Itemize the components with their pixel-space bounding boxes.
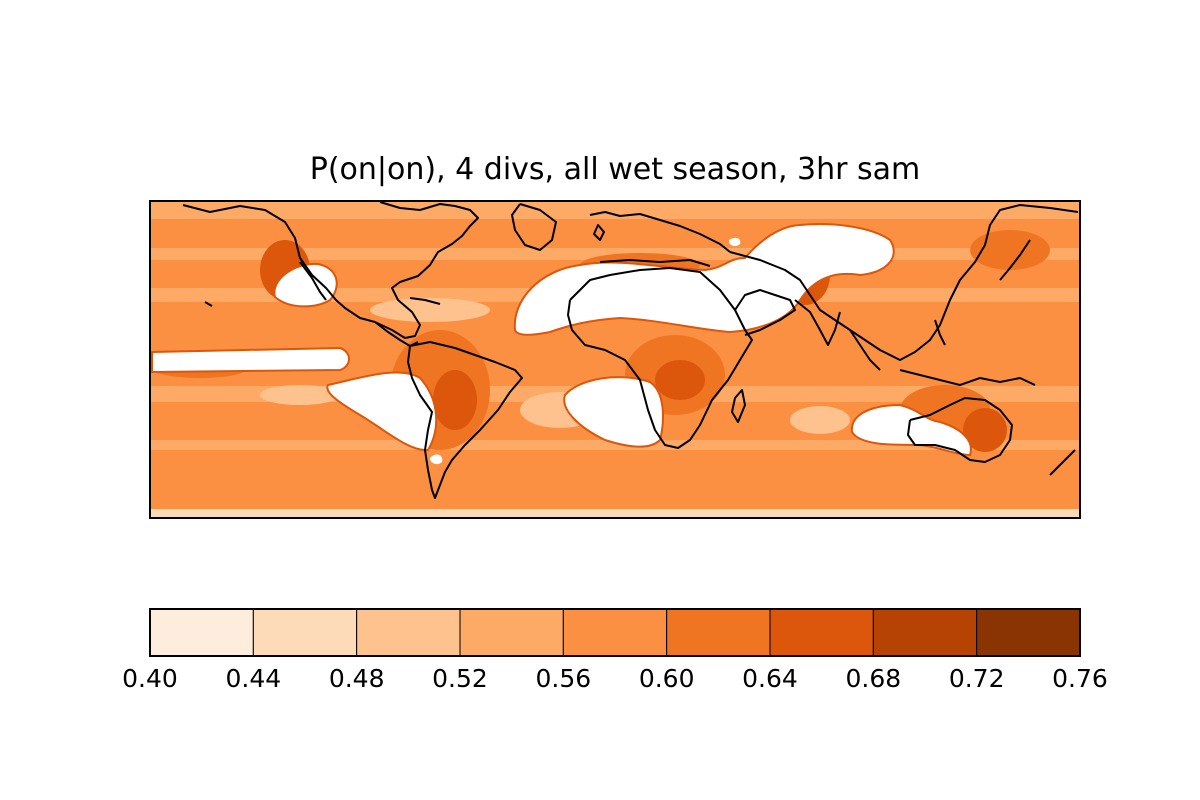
colorbar-swatch xyxy=(769,608,874,657)
colorbar-swatch xyxy=(459,608,564,657)
colorbar-swatch xyxy=(666,608,771,657)
colorbar-frame xyxy=(149,608,1081,657)
field-band-lightest xyxy=(150,509,1080,518)
coast-hawaii xyxy=(204,301,213,307)
coast-cuba xyxy=(409,297,441,305)
field-patch-dark xyxy=(433,370,477,430)
colorbar-tick-label: 0.48 xyxy=(329,664,385,693)
colorbar-tick-label: 0.72 xyxy=(949,664,1005,693)
field-band-light xyxy=(150,440,1080,450)
missing-region xyxy=(563,376,664,448)
missing-region xyxy=(513,223,895,336)
colorbar-tick-label: 0.64 xyxy=(742,664,798,693)
colorbar-tick-label: 0.52 xyxy=(432,664,488,693)
coast-greenland xyxy=(511,203,557,251)
coast-japan xyxy=(999,239,1031,281)
coast-se-asia xyxy=(849,329,881,371)
coast-india xyxy=(794,299,841,346)
colorbar-swatch xyxy=(149,608,254,657)
colorbar-tick-label: 0.56 xyxy=(535,664,591,693)
map-title: P(on|on), 4 divs, all wet season, 3hr sa… xyxy=(309,152,921,187)
colorbar-swatch xyxy=(562,608,668,657)
coast-africa xyxy=(567,267,753,449)
coast-europe xyxy=(589,211,731,253)
field-band-light xyxy=(150,201,1080,219)
field-patch-light xyxy=(260,385,340,405)
coast-madagascar xyxy=(731,389,746,423)
colorbar-tick-label: 0.68 xyxy=(845,664,901,693)
missing-region xyxy=(273,262,338,308)
colorbar-swatch xyxy=(356,608,461,657)
coast-north-america xyxy=(182,201,479,339)
coast-asia xyxy=(729,204,1079,361)
missing-region xyxy=(326,371,438,452)
field-patch-dark xyxy=(655,360,705,400)
coast-australia xyxy=(907,397,1013,463)
colorbar-swatch xyxy=(252,608,358,657)
missing-region xyxy=(151,346,350,374)
map-frame xyxy=(149,200,1081,519)
colorbar-tick-label: 0.40 xyxy=(122,664,178,693)
colorbar-tick-label: 0.44 xyxy=(225,664,281,693)
coast-baja xyxy=(299,261,327,301)
coastlines xyxy=(182,201,1079,499)
coast-indonesia xyxy=(899,369,1036,386)
colorbar-swatches xyxy=(149,608,1081,657)
colorbar-tick-label: 0.60 xyxy=(639,664,695,693)
coast-mediterranean xyxy=(599,259,711,267)
field-patch-light xyxy=(790,406,850,434)
coast-new-zealand xyxy=(1049,449,1076,476)
colorbar-swatch xyxy=(872,608,978,657)
coast-philippines xyxy=(934,319,946,346)
field-patch-dark xyxy=(963,408,1007,452)
coast-arabia xyxy=(734,289,796,336)
missing-region xyxy=(430,454,443,465)
colorbar-swatch xyxy=(976,608,1081,657)
coast-uk xyxy=(593,224,605,241)
colorbar-ticks: 0.40 0.44 0.48 0.52 0.56 0.60 0.64 0.68 0.72 0.76 xyxy=(122,664,1108,693)
missing-region xyxy=(728,237,741,247)
contour-field xyxy=(150,201,1080,518)
coast-south-america xyxy=(407,341,523,499)
missing-region xyxy=(850,403,972,457)
field-patch-light xyxy=(370,298,490,322)
colorbar-tick-label: 0.76 xyxy=(1052,664,1108,693)
